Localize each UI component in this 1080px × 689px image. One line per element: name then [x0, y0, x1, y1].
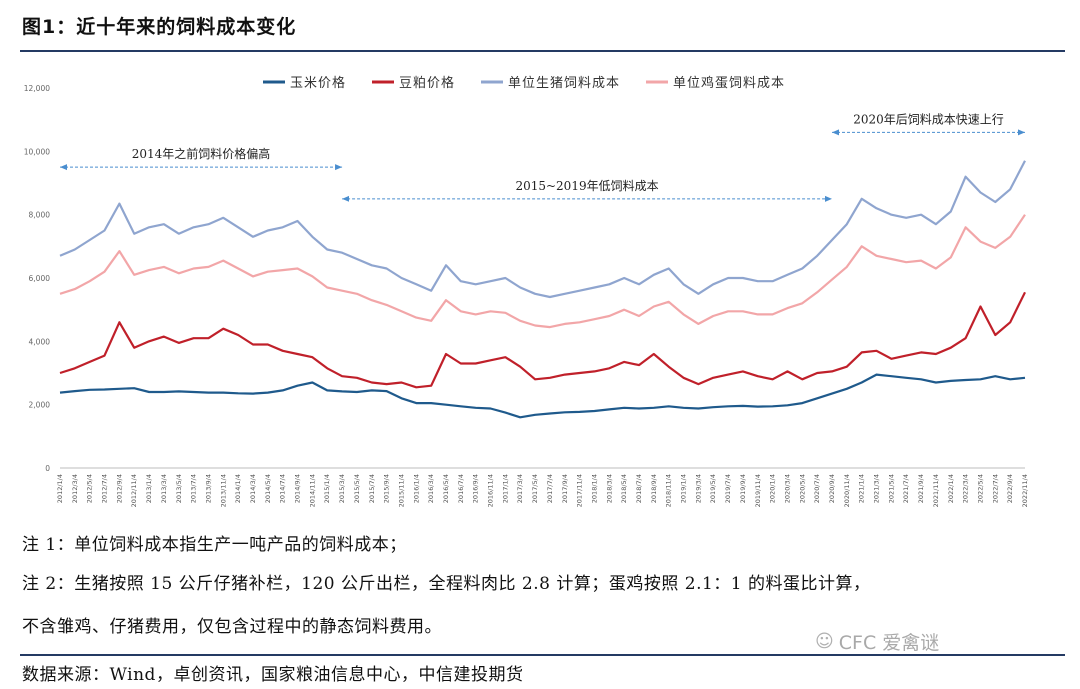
x-tick-label: 2022/7/4 — [991, 474, 999, 503]
x-tick-label: 2019/7/4 — [724, 474, 732, 503]
y-tick-label: 2,000 — [29, 401, 51, 410]
x-tick-label: 2020/7/4 — [813, 474, 821, 503]
x-tick-label: 2017/7/4 — [546, 474, 554, 503]
note-3: 不含雏鸡、仔猪费用，仅包含过程中的静态饲料费用。 — [22, 617, 442, 637]
x-tick-label: 2016/7/4 — [457, 474, 465, 503]
x-tick-label: 2021/9/4 — [917, 474, 925, 503]
series-line-0 — [59, 373, 1026, 419]
x-tick-label: 2016/9/4 — [472, 474, 480, 503]
legend-entry: 玉米价格 — [290, 75, 346, 91]
x-tick-label: 2013/11/4 — [219, 474, 227, 507]
y-tick-label: 12,000 — [24, 84, 50, 93]
legend-entry: 单位鸡蛋饲料成本 — [673, 75, 785, 91]
x-tick-label: 2020/5/4 — [798, 474, 806, 503]
x-tick-label: 2022/1/4 — [947, 474, 955, 503]
x-tick-label: 2017/11/4 — [576, 474, 584, 507]
x-tick-label: 2012/11/4 — [130, 474, 138, 507]
series-line-3 — [59, 214, 1026, 329]
x-tick-label: 2012/9/4 — [115, 474, 123, 503]
x-tick-label: 2013/7/4 — [190, 474, 198, 503]
x-tick-label: 2012/5/4 — [86, 474, 94, 503]
x-tick-label: 2015/9/4 — [383, 474, 391, 503]
x-tick-label: 2017/9/4 — [561, 474, 569, 503]
x-tick-label: 2017/5/4 — [531, 474, 539, 503]
x-tick-label: 2013/9/4 — [204, 474, 212, 503]
x-tick-label: 2016/3/4 — [427, 474, 435, 503]
x-tick-label: 2012/1/4 — [56, 474, 64, 503]
x-tick-label: 2014/9/4 — [294, 474, 302, 503]
y-tick-label: 0 — [45, 464, 50, 473]
x-tick-label: 2016/5/4 — [442, 474, 450, 503]
x-tick-label: 2015/7/4 — [368, 474, 376, 503]
watermark: ☺ CFC 爱禽谜 — [815, 628, 939, 655]
x-tick-label: 2014/3/4 — [249, 474, 257, 503]
x-tick-label: 2012/3/4 — [71, 474, 79, 503]
x-tick-label: 2022/3/4 — [962, 474, 970, 503]
x-tick-label: 2019/9/4 — [739, 474, 747, 503]
bottom-rule — [20, 654, 1065, 656]
x-tick-label: 2018/1/4 — [590, 474, 598, 503]
legend-entry: 单位生猪饲料成本 — [508, 76, 620, 91]
x-tick-label: 2020/11/4 — [843, 474, 851, 507]
annotation-label: 2020年后饲料成本快速上行 — [853, 112, 1004, 126]
data-source: 数据来源：Wind，卓创资讯，国家粮油信息中心，中信建投期货 — [22, 665, 524, 685]
figure-title: 图1：近十年来的饲料成本变化 — [22, 16, 297, 38]
x-tick-label: 2013/5/4 — [175, 474, 183, 503]
x-tick-label: 2014/7/4 — [279, 474, 287, 503]
x-tick-label: 2014/11/4 — [308, 474, 316, 507]
chart-container: 0 2,000 4,000 6,000 8,000 10,000 12,000 2012/1/… — [20, 60, 1065, 518]
x-tick-label: 2020/9/4 — [828, 474, 836, 503]
watermark-text: CFC 爱禽谜 — [838, 632, 940, 654]
note-1: 注 1：单位饲料成本指生产一吨产品的饲料成本； — [22, 535, 407, 555]
x-tick-label: 2022/11/4 — [1021, 474, 1029, 507]
x-tick-label: 2021/5/4 — [887, 474, 895, 503]
x-tick-label: 2015/1/4 — [323, 474, 331, 503]
y-tick-label: 6,000 — [29, 274, 51, 283]
x-tick-label: 2014/1/4 — [234, 474, 242, 503]
x-tick-label: 2022/9/4 — [1006, 474, 1014, 503]
x-tick-label: 2021/7/4 — [902, 474, 910, 503]
x-tick-label: 2019/5/4 — [709, 474, 717, 503]
x-tick-label: 2015/5/4 — [353, 474, 361, 503]
x-tick-label: 2019/1/4 — [680, 474, 688, 503]
annotation-label: 2015~2019年低饲料成本 — [515, 179, 658, 193]
x-tick-label: 2012/7/4 — [101, 474, 109, 503]
x-tick-label: 2013/3/4 — [160, 474, 168, 503]
annotation-label: 2014年之前饲料价格偏高 — [132, 146, 271, 161]
x-tick-label: 2021/1/4 — [858, 474, 866, 503]
x-tick-label: 2015/11/4 — [397, 474, 405, 507]
y-tick-label: 10,000 — [24, 147, 50, 156]
x-tick-label: 2020/3/4 — [783, 474, 791, 503]
x-tick-label: 2021/11/4 — [932, 474, 940, 507]
wechat-icon: ☺ — [815, 631, 834, 652]
x-tick-label: 2019/3/4 — [694, 474, 702, 503]
x-tick-label: 2018/11/4 — [665, 474, 673, 507]
legend-entry: 豆粕价格 — [399, 75, 455, 91]
y-tick-label: 4,000 — [29, 337, 51, 346]
x-tick-label: 2016/11/4 — [487, 474, 495, 507]
x-tick-label: 2017/1/4 — [501, 474, 509, 503]
x-tick-label: 2018/5/4 — [620, 474, 628, 503]
x-tick-label: 2018/9/4 — [650, 474, 658, 503]
x-tick-label: 2016/1/4 — [412, 474, 420, 503]
x-tick-label: 2022/5/4 — [976, 474, 984, 503]
x-tick-label: 2020/1/4 — [769, 474, 777, 503]
feed-cost-chart: 0 2,000 4,000 6,000 8,000 10,000 12,000 2012/1/… — [24, 75, 1029, 507]
x-tick-label: 2014/5/4 — [264, 474, 272, 503]
x-tick-label: 2017/3/4 — [516, 474, 524, 503]
x-tick-label: 2018/7/4 — [635, 474, 643, 503]
note-2: 注 2：生猪按照 15 公斤仔猪补栏，120 公斤出栏，全程料肉比 2.8 计算… — [22, 574, 871, 594]
top-rule — [20, 50, 1065, 52]
series-line-2 — [59, 160, 1026, 299]
y-tick-label: 8,000 — [29, 211, 51, 220]
series-line-1 — [59, 291, 1026, 389]
x-tick-label: 2018/3/4 — [605, 474, 613, 503]
x-tick-label: 2021/3/4 — [873, 474, 881, 503]
x-tick-label: 2019/11/4 — [754, 474, 762, 507]
x-tick-label: 2013/1/4 — [145, 474, 153, 503]
x-tick-label: 2015/3/4 — [338, 474, 346, 503]
